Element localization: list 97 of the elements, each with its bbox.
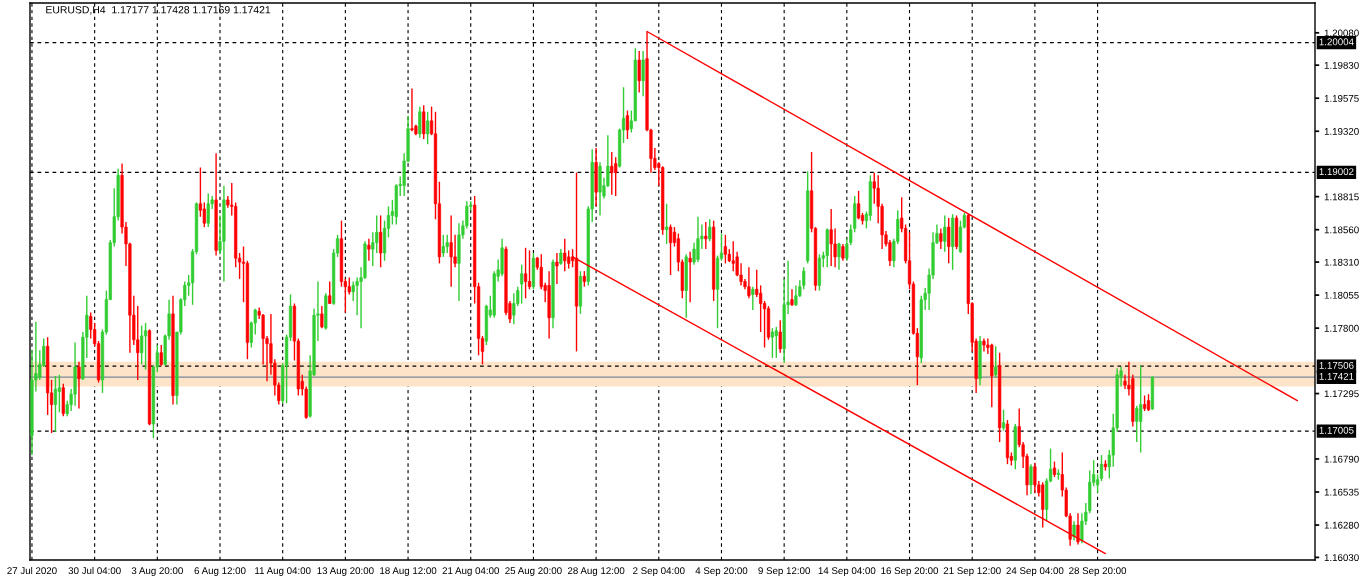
candlestick [367,238,371,262]
x-tick-label: 11 Aug 04:00 [255,567,311,577]
x-tick-label: 4 Sep 20:00 [695,567,748,577]
x-tick-label: 14 Sep 04:00 [818,567,876,577]
x-tick-label: 6 Aug 12:00 [194,567,246,577]
candlestick [1135,405,1139,443]
candlestick [668,223,673,276]
candlestick [778,319,782,354]
x-tick-label: 13 Aug 20:00 [317,567,374,577]
candlestick [379,214,383,268]
candlestick [418,105,422,139]
x-tick-label: 27 Jul 2020 [7,566,57,575]
x-tick-label: 2 Sep 04:00 [633,567,685,577]
x-tick-label: 16 Sep 20:00 [881,567,939,577]
candlestick [774,326,778,359]
chart-title: EURUSD,H4 1.17177 1.17428 1.17169 1.17421 [46,6,271,15]
ref-line-label: 1.19002 [1319,168,1354,176]
x-tick-label: 9 Sep 12:00 [758,567,810,577]
candlestick [159,344,163,367]
x-tick-label: 30 Jul 04:00 [68,566,121,575]
x-tick-label: 28 Aug 12:00 [567,567,625,577]
y-tick-label: 1.16790 [1324,455,1359,463]
candlestick [445,234,449,254]
x-tick-label: 25 Aug 20:00 [505,567,562,577]
candlestick [410,87,414,132]
y-tick-label: 1.19575 [1324,94,1359,102]
candlestick [1076,512,1080,546]
candlestick [731,240,735,272]
candlestick [422,104,426,140]
candlestick [637,50,641,94]
y-tick-label: 1.18310 [1324,258,1359,266]
candlestick [708,218,712,243]
candlestick [723,234,727,265]
y-tick-label: 1.18055 [1324,291,1359,299]
candlestick [441,234,445,258]
candlestick [563,238,567,272]
candlestick [1072,520,1076,542]
candlestick [328,280,332,305]
ref-line-label: 1.17506 [1319,361,1354,369]
x-tick-label: 3 Aug 20:00 [131,567,183,577]
x-tick-label: 21 Sep 12:00 [943,567,1001,577]
candlestick [790,288,794,307]
candlestick [641,50,645,97]
candlestick [426,111,430,145]
candlestick [1029,463,1033,495]
y-tick-label: 1.17295 [1324,390,1359,398]
candlestick [994,345,998,379]
candlestick [856,190,861,221]
y-tick-label: 1.19320 [1324,127,1359,135]
y-tick-label: 1.16535 [1324,488,1359,496]
candlestick [770,327,774,359]
x-tick-label: 21 Aug 04:00 [442,567,500,577]
y-tick-label: 1.17800 [1324,324,1359,332]
candlestick [665,203,669,245]
ref-line-label: 1.17421 [1319,372,1354,380]
candlestick [1033,462,1037,494]
ref-line-label: 1.20004 [1319,38,1354,46]
candlestick [1099,454,1104,482]
candlestick [939,227,943,250]
candlestick [704,221,708,250]
candlestick [143,322,148,371]
candlestick [794,284,798,307]
candlestick [449,214,453,288]
x-tick-label: 24 Sep 04:00 [1006,567,1064,577]
candlestick [610,151,614,196]
candlestick [943,214,947,253]
candlestick [320,305,324,329]
candlestick [77,361,81,410]
y-tick-label: 1.18815 [1324,193,1359,201]
candlestick [751,285,755,311]
candlestick [53,375,58,433]
candlestick [375,214,379,254]
candlestick [206,192,210,228]
candlestick [614,156,618,197]
candlestick [523,247,528,300]
candlestick [947,217,951,265]
ref-line-label: 1.17005 [1319,426,1354,434]
x-tick-label: 28 Sep 20:00 [1069,567,1127,577]
candlestick [555,252,559,285]
y-tick-label: 1.19830 [1324,61,1359,69]
candlestick [1139,365,1143,454]
y-tick-label: 1.18560 [1324,226,1359,234]
candlestick [829,208,833,267]
candlestick [688,251,692,303]
x-tick-label: 18 Aug 12:00 [380,567,437,577]
candlestick [747,266,751,300]
candlestick [625,109,630,140]
y-tick-label: 1.16280 [1324,521,1359,529]
candlestick [527,249,532,290]
candlestick [140,324,144,366]
candlestick [837,241,841,271]
candlestick [1095,473,1100,494]
candlestick [1001,409,1006,432]
y-tick-label: 1.16030 [1324,554,1359,562]
candlestick [520,263,524,305]
y-tick-label: 1.20080 [1324,29,1359,37]
candlestick [696,216,700,263]
